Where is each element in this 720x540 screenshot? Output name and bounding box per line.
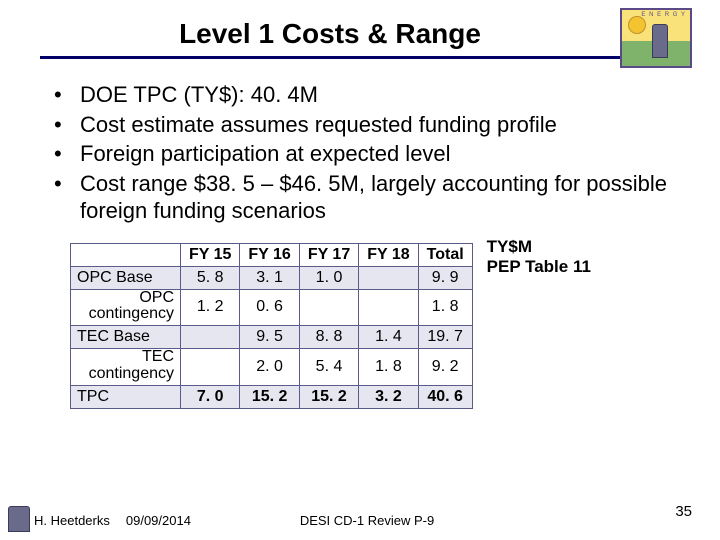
table-caption: TY$M PEP Table 11 (487, 237, 591, 278)
table-cell: 7. 0 (181, 385, 240, 408)
table-row-label: TPC (71, 385, 181, 408)
table-cell: 19. 7 (418, 326, 472, 349)
table-cell (299, 289, 358, 326)
table-cell: 8. 8 (299, 326, 358, 349)
table-cell (359, 266, 418, 289)
table-cell: 2. 0 (240, 349, 299, 386)
list-item: DOE TPC (TY$): 40. 4M (54, 81, 670, 109)
footer: H. Heetderks 09/09/2014 DESI CD-1 Review… (34, 513, 700, 528)
table-cell: 15. 2 (299, 385, 358, 408)
table-row-label: OPC Base (71, 266, 181, 289)
page-title: Level 1 Costs & Range (0, 18, 690, 50)
table-cell: 9. 5 (240, 326, 299, 349)
table-cell (181, 326, 240, 349)
table-cell: 5. 8 (181, 266, 240, 289)
footer-icon (8, 506, 30, 532)
list-item: Cost range $38. 5 – $46. 5M, largely acc… (54, 170, 670, 225)
table-cell: 1. 4 (359, 326, 418, 349)
table-cell: 3. 2 (359, 385, 418, 408)
table-header (71, 243, 181, 266)
table-row-label: TEC Base (71, 326, 181, 349)
footer-author: H. Heetderks (34, 513, 110, 528)
table-cell: 9. 9 (418, 266, 472, 289)
table-header: FY 17 (299, 243, 358, 266)
table-cell: 40. 6 (418, 385, 472, 408)
table-cell: 1. 8 (359, 349, 418, 386)
table-cell: 1. 0 (299, 266, 358, 289)
bullet-list: DOE TPC (TY$): 40. 4M Cost estimate assu… (54, 81, 670, 225)
table-cell: 3. 1 (240, 266, 299, 289)
table-row-label: OPCcontingency (71, 289, 181, 326)
table-cell (359, 289, 418, 326)
table-cell: 5. 4 (299, 349, 358, 386)
footer-date: 09/09/2014 (126, 513, 191, 528)
table-header: FY 16 (240, 243, 299, 266)
table-cell (181, 349, 240, 386)
title-divider (40, 56, 680, 59)
caption-line1: TY$M (487, 237, 532, 256)
list-item: Cost estimate assumes requested funding … (54, 111, 670, 139)
list-item: Foreign participation at expected level (54, 140, 670, 168)
table-header: FY 18 (359, 243, 418, 266)
table-cell: 1. 2 (181, 289, 240, 326)
table-cell: 0. 6 (240, 289, 299, 326)
table-cell: 9. 2 (418, 349, 472, 386)
footer-center: DESI CD-1 Review P-9 (300, 513, 434, 528)
logo-image: E N E R G Y (620, 8, 692, 68)
table-header: Total (418, 243, 472, 266)
caption-line2: PEP Table 11 (487, 257, 591, 276)
table-cell: 15. 2 (240, 385, 299, 408)
table-row-label: TECcontingency (71, 349, 181, 386)
cost-table: FY 15FY 16FY 17FY 18TotalOPC Base5. 83. … (70, 243, 473, 409)
footer-page: 35 (675, 503, 692, 520)
table-cell: 1. 8 (418, 289, 472, 326)
logo-text: E N E R G Y (641, 12, 686, 18)
table-header: FY 15 (181, 243, 240, 266)
